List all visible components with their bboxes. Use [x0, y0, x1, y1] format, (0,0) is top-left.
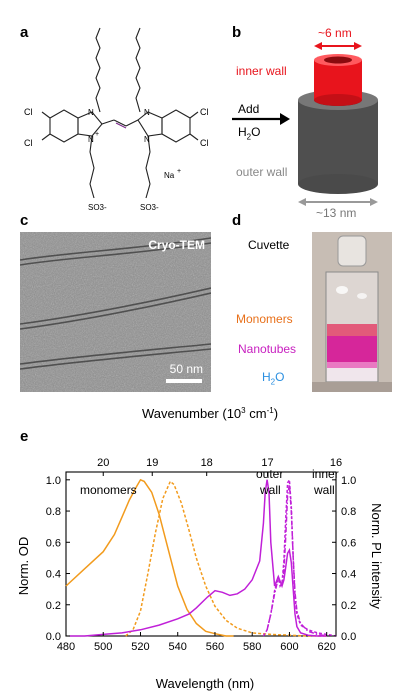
water-layer-label: H2O	[262, 370, 285, 387]
sodium-plus: +	[177, 168, 181, 175]
y-tick-label-left-1: 0.2	[46, 600, 61, 612]
x-tick-label-6: 600	[280, 641, 298, 653]
annotation-inner-1: inner	[312, 467, 339, 481]
x-tick-label-0: 480	[57, 641, 75, 653]
top-axis-ticks: 20 19 18 17 16	[97, 457, 342, 476]
x-tick-label-4: 560	[206, 641, 224, 653]
top-tick-label-3: 17	[261, 457, 273, 469]
series-tube_abs	[69, 479, 327, 637]
top-tick-label-0: 20	[97, 457, 109, 469]
atom-cl-2: Cl	[24, 138, 33, 148]
sulfonate-2: SO3-	[140, 203, 159, 212]
plot-frame	[65, 471, 337, 637]
sodium-ion: Na	[164, 171, 175, 180]
scale-bar-label: 50 nm	[169, 362, 203, 376]
y-tick-label-right-0: 0.0	[341, 631, 356, 643]
atom-plus: +	[95, 131, 99, 138]
cuvette-drawing	[312, 232, 392, 392]
y-tick-label-left-3: 0.6	[46, 537, 61, 549]
nanotube-illustration	[232, 42, 378, 206]
top-axis-title: Wavenumber (103 cm-1)	[142, 406, 278, 421]
series-monomer_pl	[125, 480, 327, 637]
outer-diameter-label: ~13 nm	[316, 206, 357, 220]
molecule-structure: Cl Cl Cl Cl N N + N N SO3- SO3- Na +	[24, 27, 209, 212]
y-axis-title-left: Norm. OD	[16, 537, 31, 596]
x-tick-label-7: 620	[318, 641, 336, 653]
series-layer	[65, 477, 337, 637]
tem-title: Cryo-TEM	[148, 238, 205, 252]
panel-letter-b: b	[232, 24, 242, 41]
y-tick-label-right-1: 0.2	[341, 600, 356, 612]
atom-cl-4: Cl	[200, 138, 209, 148]
annotation-monomers: monomers	[80, 483, 137, 497]
inner-wall-label: inner wall	[236, 64, 287, 78]
y-tick-label-left-5: 1.0	[46, 475, 61, 487]
y-tick-label-left-2: 0.4	[46, 569, 61, 581]
x-axis-ticks: 480 500 520 540 560 580 600 620	[57, 632, 336, 653]
annotation-outer-2: wall	[259, 483, 281, 497]
series-tube_pl	[262, 477, 337, 637]
monomers-label: Monomers	[236, 312, 293, 326]
y-tick-label-right-5: 1.0	[341, 475, 356, 487]
sulfonate-1: SO3-	[88, 203, 107, 212]
cuvette-photo	[312, 232, 392, 392]
axes	[65, 471, 337, 637]
outer-wall-label: outer wall	[236, 165, 288, 179]
atom-n-3: N	[144, 135, 150, 144]
x-tick-label-1: 500	[94, 641, 112, 653]
cuvette-label: Cuvette	[248, 238, 290, 252]
y-tick-label-left-0: 0.0	[46, 631, 61, 643]
top-tick-label-2: 18	[201, 457, 213, 469]
x-tick-label-5: 580	[243, 641, 261, 653]
annotation-outer-1: outer	[256, 467, 283, 481]
panel-letter-d: d	[232, 212, 242, 229]
x-tick-label-2: 520	[131, 641, 149, 653]
y-tick-label-right-4: 0.8	[341, 506, 356, 518]
inner-diameter-label: ~6 nm	[318, 26, 352, 40]
y-tick-label-left-4: 0.8	[46, 506, 61, 518]
panel-letter-e: e	[20, 428, 29, 445]
molecule-bonds	[41, 27, 199, 199]
cryo-tem-image: Cryo-TEM 50 nm	[20, 232, 211, 392]
atom-n-1: N	[88, 108, 94, 117]
x-axis-title: Wavelength (nm)	[156, 676, 255, 691]
tem-texture	[20, 232, 211, 392]
y-tick-label-right-3: 0.6	[341, 537, 356, 549]
annotation-inner-2: wall	[313, 483, 335, 497]
add-label: Add	[238, 102, 260, 116]
y-tick-label-right-2: 0.4	[341, 569, 356, 581]
water-label: H2O	[238, 125, 261, 142]
series-monomer_abs	[65, 478, 234, 637]
atom-n-2: N	[144, 108, 150, 117]
x-tick-label-3: 540	[169, 641, 187, 653]
panel-letter-a: a	[20, 24, 29, 41]
series-tube_pl_solid	[266, 484, 327, 637]
spectra-chart: Wavenumber (103 cm-1) 20 19 18 17 16 480 500 5…	[16, 406, 384, 691]
y-axis-title-right: Norm. PL intensity	[369, 503, 384, 609]
atom-cl-1: Cl	[24, 107, 33, 117]
panel-letter-c: c	[20, 212, 29, 229]
y-axis-ticks: 0.0 0.0 0.2 0.2 0.4 0.4 0.6 0.6 0.8 0.8 1.0 1.0	[46, 475, 357, 643]
nanotubes-label: Nanotubes	[238, 342, 297, 356]
top-tick-label-1: 19	[146, 457, 158, 469]
atom-n-plus: N	[88, 135, 94, 144]
top-tick-label-4: 16	[330, 457, 342, 469]
atom-cl-3: Cl	[200, 107, 209, 117]
